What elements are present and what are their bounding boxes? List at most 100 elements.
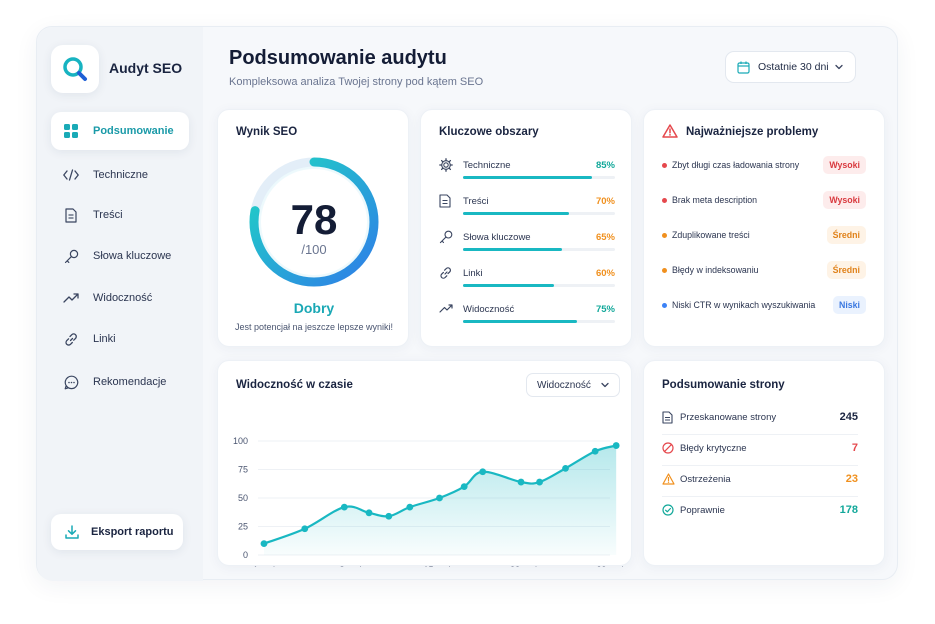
x-tick-label: 29 maj xyxy=(596,565,623,567)
area-percent: 65% xyxy=(595,232,615,243)
data-point xyxy=(591,447,599,455)
y-tick-label: 100 xyxy=(233,436,248,446)
severity-badge: Średni xyxy=(826,226,866,244)
sidebar-item-linki[interactable]: Linki xyxy=(51,320,189,358)
top-problems-card: Najważniejsze problemy Zbyt długi czas ł… xyxy=(643,109,885,347)
seo-score-value: 78 xyxy=(290,196,338,243)
date-range-dropdown[interactable]: Ostatnie 30 dni xyxy=(725,51,856,83)
key-icon xyxy=(63,248,79,264)
sidebar-item-slowa-kluczowe[interactable]: Słowa kluczowe xyxy=(51,237,189,275)
sidebar-item-podsumowanie[interactable]: Podsumowanie xyxy=(51,112,189,150)
data-point xyxy=(460,483,468,490)
link-icon xyxy=(63,331,79,347)
summary-row-warnings: Ostrzeżenia 23 xyxy=(662,467,858,497)
summary-value: 23 xyxy=(845,473,858,485)
progress-fill xyxy=(463,176,593,179)
area-percent: 75% xyxy=(595,304,615,315)
date-range-label: Ostatnie 30 dni xyxy=(758,61,829,73)
problem-row[interactable]: Niski CTR w wynikach wyszukiwania Niski xyxy=(662,296,866,316)
data-point xyxy=(301,525,309,533)
data-point xyxy=(340,503,348,511)
area-percent: 70% xyxy=(595,196,615,207)
summary-value: 245 xyxy=(839,411,858,423)
summary-value: 178 xyxy=(839,504,858,516)
severity-dot xyxy=(662,233,667,238)
severity-dot xyxy=(662,268,667,273)
area-name: Linki xyxy=(463,268,483,279)
page-subtitle: Kompleksowa analiza Twojej strony pod ką… xyxy=(229,76,484,88)
grid-icon xyxy=(63,123,79,139)
data-point xyxy=(536,478,543,486)
progress-fill xyxy=(463,212,570,215)
metric-select-value: Widoczność xyxy=(537,379,591,391)
warning-icon xyxy=(662,473,675,485)
sidebar-item-label: Techniczne xyxy=(93,169,149,181)
sidebar-item-label: Słowa kluczowe xyxy=(93,250,172,262)
page-title: Podsumowanie audytu xyxy=(229,47,447,69)
area-name: Słowa kluczowe xyxy=(463,232,531,243)
export-report-button[interactable]: Eksport raportu xyxy=(51,514,183,550)
y-tick-label: 25 xyxy=(238,522,248,532)
trend-icon xyxy=(439,302,453,314)
data-point xyxy=(365,509,373,517)
link-icon xyxy=(439,266,453,280)
site-summary-card: Podsumowanie strony Przeskanowane strony… xyxy=(643,360,885,566)
sidebar-item-label: Podsumowanie xyxy=(93,125,174,137)
severity-dot xyxy=(662,198,667,203)
problem-row[interactable]: Błędy w indeksowaniu Średni xyxy=(662,261,866,281)
sidebar-item-rekomendacje[interactable]: Rekomendacje xyxy=(51,363,189,401)
problem-row[interactable]: Brak meta description Wysoki xyxy=(662,191,866,211)
site-summary-title: Podsumowanie strony xyxy=(662,379,785,391)
sidebar-item-tresci[interactable]: Treści xyxy=(51,196,189,234)
summary-row-scanned: Przeskanowane strony 245 xyxy=(662,405,858,435)
seo-score-title: Wynik SEO xyxy=(236,126,298,138)
sidebar-item-techniczne[interactable]: Techniczne xyxy=(51,156,189,194)
area-row-widocznosc: Widoczność 75% xyxy=(439,302,615,332)
code-icon xyxy=(63,167,79,183)
download-icon xyxy=(65,525,79,539)
chat-icon xyxy=(63,374,79,390)
area-row-techniczne: Techniczne 85% xyxy=(439,158,615,188)
y-tick-label: 50 xyxy=(238,493,248,503)
app-logo xyxy=(51,45,99,93)
progress-fill xyxy=(463,320,577,323)
trend-icon xyxy=(63,290,79,306)
sidebar-item-label: Treści xyxy=(93,209,123,221)
metric-select[interactable]: Widoczność xyxy=(526,373,620,397)
area-row-tresci: Treści 70% xyxy=(439,194,615,224)
document-icon xyxy=(662,411,673,424)
summary-value: 7 xyxy=(851,442,858,454)
warning-icon xyxy=(662,124,678,138)
sidebar-item-widocznosc[interactable]: Widoczność xyxy=(51,279,189,317)
data-point xyxy=(517,478,525,486)
severity-dot xyxy=(662,303,667,308)
problem-text: Błędy w indeksowaniu xyxy=(672,265,759,275)
area-name: Treści xyxy=(463,196,489,207)
visibility-chart-title: Widoczność w czasie xyxy=(236,379,353,391)
area-row-linki: Linki 60% xyxy=(439,266,615,296)
check-circle-icon xyxy=(662,504,674,516)
sidebar: Audyt SEO Podsumowanie Techniczne Treści… xyxy=(37,27,203,581)
summary-label: Przeskanowane strony xyxy=(680,412,777,423)
chevron-down-icon xyxy=(834,62,844,72)
chevron-down-icon xyxy=(600,380,610,390)
key-areas-title: Kluczowe obszary xyxy=(439,126,539,138)
area-name: Widoczność xyxy=(463,304,515,315)
progress-track xyxy=(463,176,615,179)
app-name: Audyt SEO xyxy=(109,60,183,76)
problem-row[interactable]: Zbyt długi czas ładowania strony Wysoki xyxy=(662,156,866,176)
seo-score-rating: Dobry xyxy=(293,300,335,316)
problem-row[interactable]: Zduplikowane treści Średni xyxy=(662,226,866,246)
sidebar-item-label: Widoczność xyxy=(93,292,153,304)
data-point xyxy=(436,494,443,502)
visibility-chart: 0 25 50 75 100 1 maj 8 maj 15 maj 22 maj 29 maj xyxy=(233,436,624,567)
area-name: Techniczne xyxy=(463,160,511,171)
severity-badge: Wysoki xyxy=(823,156,866,174)
data-point xyxy=(479,468,487,476)
gear-icon xyxy=(439,158,453,172)
area-percent: 85% xyxy=(595,160,615,171)
summary-label: Poprawnie xyxy=(680,505,725,516)
document-icon xyxy=(63,207,79,223)
data-point xyxy=(406,503,414,511)
severity-dot xyxy=(662,163,667,168)
